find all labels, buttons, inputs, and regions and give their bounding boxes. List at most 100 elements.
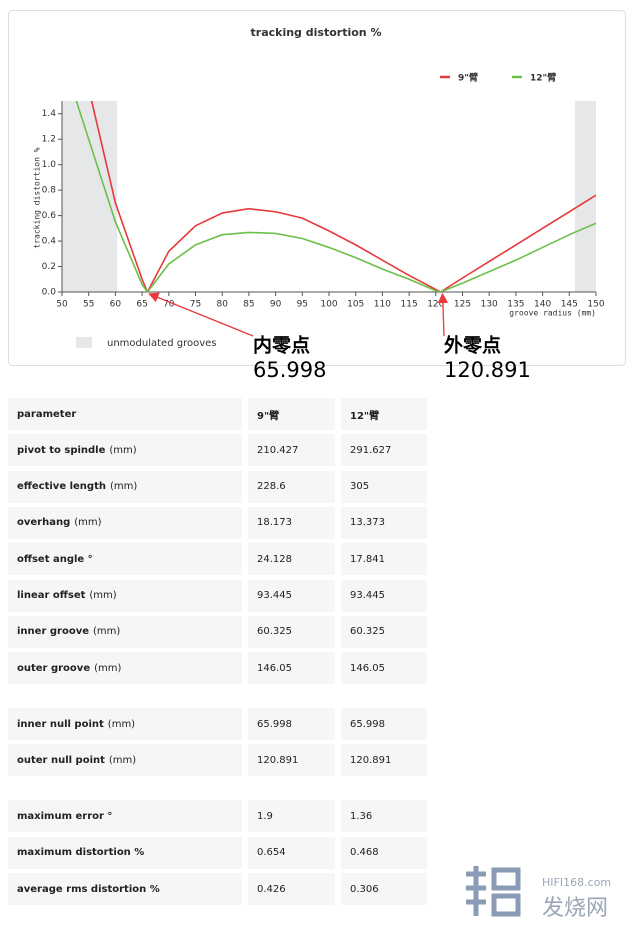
watermark: HIFI168.com 发烧网 — [462, 860, 632, 921]
x-tick-label: 90 — [270, 300, 282, 310]
value-cell: 93.445 — [248, 579, 335, 612]
x-tick-label: 110 — [374, 300, 391, 310]
annotation-value: 120.891 — [444, 358, 531, 380]
value-cell: 1.9 — [248, 800, 335, 833]
shaded-range — [574, 101, 596, 292]
annotation-value: 65.998 — [253, 358, 326, 380]
value-cell: 146.05 — [248, 652, 335, 685]
param-unit: (mm) — [94, 662, 122, 674]
x-tick-label: 120 — [427, 300, 444, 310]
shaded-range — [62, 101, 118, 292]
param-unit: (mm) — [89, 590, 117, 601]
annotation-label: 内零点 — [253, 334, 310, 357]
row-label-cell: pivot to spindle (mm) — [8, 434, 242, 467]
row-label-cell: maximum error ° — [8, 800, 242, 833]
y-tick-label: 0.8 — [42, 186, 57, 196]
row-label-cell: inner null point (mm) — [8, 708, 242, 741]
value-cell: 18.173 — [248, 506, 335, 539]
x-axis-label: groove radius (mm) — [509, 309, 596, 318]
x-tick-label: 130 — [481, 300, 498, 310]
value-cell: 210.427 — [248, 434, 335, 467]
param-value: 228.6 — [257, 481, 286, 493]
legend-label: 9"臂 — [458, 72, 478, 84]
value-cell: 291.627 — [341, 434, 427, 467]
param-value: 93.445 — [350, 590, 385, 601]
header-cell: 9"臂 — [248, 398, 335, 430]
value-cell: 65.998 — [248, 708, 335, 741]
param-value: 146.05 — [257, 662, 292, 674]
shade-legend-label: unmodulated grooves — [107, 338, 216, 349]
series-line — [90, 101, 596, 292]
value-cell: 305 — [341, 470, 427, 503]
value-cell: 228.6 — [248, 470, 335, 503]
row-label-cell: outer groove (mm) — [8, 652, 242, 685]
x-tick-label: 140 — [534, 300, 551, 310]
row-label-cell: effective length (mm) — [8, 470, 242, 503]
value-cell: 120.891 — [341, 744, 427, 777]
param-name: offset angle ° — [17, 553, 93, 565]
value-cell: 17.841 — [341, 543, 427, 576]
row-label-cell: outer null point (mm) — [8, 744, 242, 777]
x-tick-label: 70 — [163, 300, 175, 310]
param-name: inner groove — [17, 626, 89, 638]
legend-label: 12"臂 — [530, 72, 556, 84]
param-name: maximum distortion % — [17, 847, 145, 859]
param-value: 0.468 — [350, 847, 379, 859]
series-line — [75, 101, 596, 292]
value-cell: 24.128 — [248, 543, 335, 576]
chart: tracking distortion % tracking distortio… — [8, 10, 626, 380]
param-value: 146.05 — [350, 662, 385, 674]
value-cell: 146.05 — [341, 652, 427, 685]
param-name: outer null point — [17, 754, 105, 766]
x-tick-label: 115 — [401, 300, 418, 310]
param-value: 305 — [350, 481, 370, 493]
param-value: 1.36 — [350, 810, 373, 822]
param-unit: (mm) — [109, 444, 137, 456]
row-label-cell: maximum distortion % — [8, 836, 242, 869]
watermark-name: 发烧网 — [542, 896, 609, 921]
param-value: 291.627 — [350, 444, 392, 456]
param-name: pivot to spindle — [17, 444, 106, 456]
x-tick-label: 85 — [243, 300, 254, 310]
value-cell: 0.654 — [248, 836, 335, 869]
y-tick-label: 0.6 — [42, 211, 57, 221]
y-tick-label: 0.2 — [42, 262, 56, 272]
param-value: 210.427 — [257, 444, 299, 456]
param-name: linear offset — [17, 590, 86, 601]
row-label-cell: inner groove (mm) — [8, 615, 242, 648]
shade-legend-swatch — [76, 337, 92, 348]
param-name: inner null point — [17, 718, 104, 730]
header-text: parameter — [17, 408, 77, 420]
param-value: 0.654 — [257, 847, 286, 859]
param-value: 0.426 — [257, 883, 286, 895]
x-tick-label: 65 — [136, 300, 147, 310]
param-unit: (mm) — [74, 517, 102, 529]
param-unit: (mm) — [93, 626, 121, 638]
value-cell: 13.373 — [341, 506, 427, 539]
x-tick-label: 150 — [587, 300, 604, 310]
x-tick-label: 100 — [320, 300, 337, 310]
x-tick-label: 135 — [507, 300, 524, 310]
param-value: 65.998 — [257, 718, 292, 730]
x-tick-label: 95 — [297, 300, 308, 310]
param-name: outer groove — [17, 662, 91, 674]
x-tick-label: 105 — [347, 300, 364, 310]
param-value: 60.325 — [350, 626, 385, 638]
param-unit: (mm) — [108, 754, 137, 766]
y-tick-label: 1.0 — [42, 160, 57, 170]
annotation-arrow — [148, 292, 254, 337]
y-tick-label: 1.4 — [42, 109, 57, 119]
param-value: 93.445 — [257, 590, 292, 601]
x-tick-label: 80 — [216, 300, 228, 310]
y-tick-label: 1.2 — [42, 135, 56, 145]
param-name: average rms distortion % — [17, 883, 160, 895]
x-tick-label: 60 — [110, 300, 122, 310]
x-tick-label: 50 — [56, 300, 68, 310]
header-text: 12"臂 — [350, 410, 380, 422]
value-cell: 60.325 — [248, 615, 335, 648]
value-cell: 0.468 — [341, 836, 427, 869]
watermark-logo — [466, 866, 521, 917]
param-value: 24.128 — [257, 553, 292, 565]
param-unit: (mm) — [109, 481, 138, 493]
x-tick-label: 55 — [83, 300, 94, 310]
